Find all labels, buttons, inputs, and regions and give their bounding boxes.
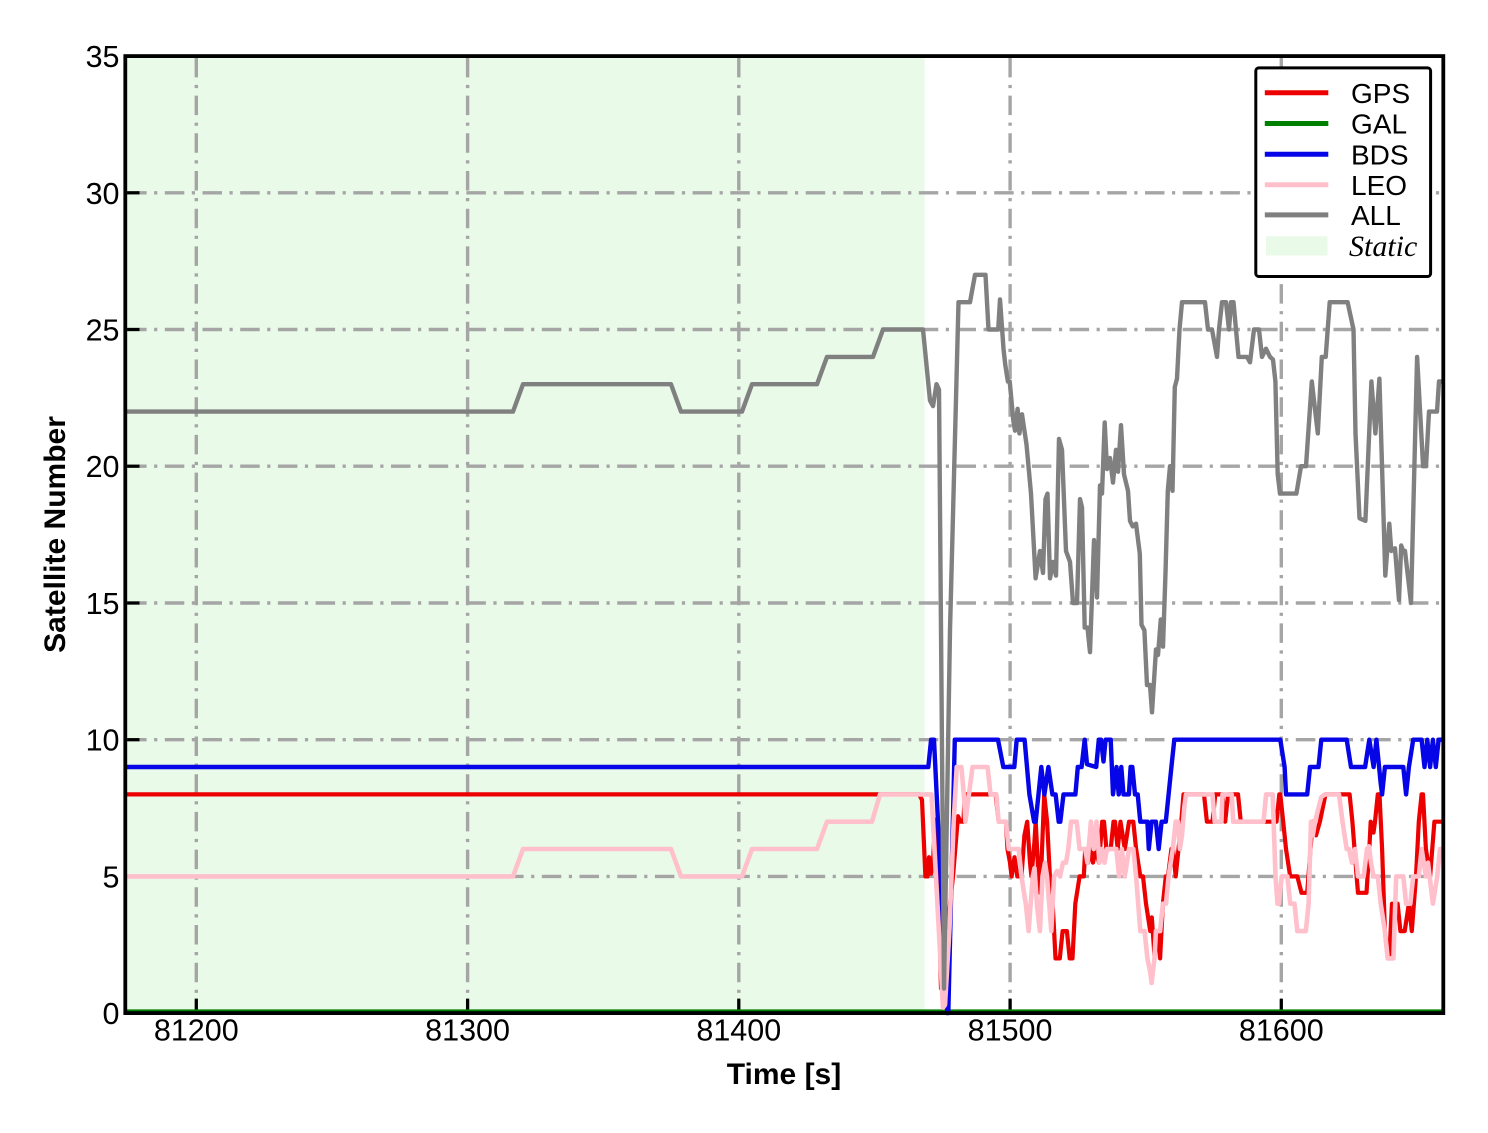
svg-text:30: 30: [86, 177, 120, 211]
svg-text:Time [s]: Time [s]: [727, 1058, 841, 1091]
svg-text:GPS: GPS: [1351, 78, 1410, 109]
svg-text:15: 15: [86, 587, 120, 621]
svg-text:5: 5: [103, 860, 120, 894]
svg-text:0: 0: [103, 997, 120, 1031]
svg-text:ALL: ALL: [1351, 200, 1401, 231]
svg-text:81600: 81600: [1239, 1014, 1324, 1048]
svg-text:BDS: BDS: [1351, 140, 1409, 171]
svg-text:LEO: LEO: [1351, 170, 1407, 201]
svg-text:81200: 81200: [154, 1014, 239, 1048]
svg-text:GAL: GAL: [1351, 109, 1407, 140]
svg-text:Static: Static: [1349, 230, 1417, 263]
svg-text:35: 35: [86, 40, 120, 74]
svg-text:10: 10: [86, 724, 120, 758]
svg-text:25: 25: [86, 314, 120, 348]
svg-text:81500: 81500: [968, 1014, 1053, 1048]
svg-text:81400: 81400: [696, 1014, 781, 1048]
svg-text:81300: 81300: [425, 1014, 510, 1048]
svg-text:20: 20: [86, 450, 120, 484]
svg-text:Satellite Number: Satellite Number: [39, 416, 72, 653]
